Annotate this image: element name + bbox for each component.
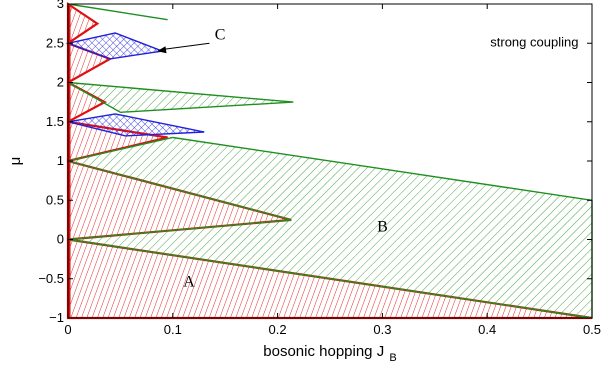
- arrow-head: [157, 46, 167, 54]
- arrow-line: [165, 42, 210, 50]
- y-axis-title: μ: [7, 157, 24, 166]
- region-c-polygon-0: [67, 113, 205, 137]
- x-tick-label: 0.5: [583, 322, 601, 337]
- axes-layer: 0 0.1 0.2 0.3 0.4 0.5 −1 −0.5 0 0.5 1 1.5 2 2.5 3: [38, 0, 601, 337]
- y-tick-label: 1.5: [46, 114, 64, 129]
- region-a-label: A: [183, 274, 195, 291]
- x-tick-label: 0.2: [269, 322, 287, 337]
- x-tick-label: 0.4: [478, 322, 496, 337]
- region-b-polygon-1: [67, 81, 294, 114]
- x-tick-label: 0.3: [373, 322, 391, 337]
- labels-layer: A B C: [157, 26, 388, 291]
- y-tick-label: 0.5: [46, 192, 64, 207]
- y-tick-label: −1: [49, 310, 64, 325]
- y-tick-label: 2: [57, 75, 64, 90]
- region-b-label: B: [377, 219, 388, 236]
- region-c-label: C: [215, 26, 226, 43]
- x-tick-label: 0.1: [164, 322, 182, 337]
- y-tick-label: 1: [57, 153, 64, 168]
- regions-layer: [65, 1, 593, 320]
- y-tick-label: 3: [57, 0, 64, 11]
- y-tick-label: 0: [57, 232, 64, 247]
- strong-coupling-annotation: strong coupling: [490, 34, 578, 49]
- x-axis-title: bosonic hopping J B: [263, 343, 396, 364]
- region-b-polygon-2: [67, 3, 168, 21]
- y-tick-label: −0.5: [38, 271, 64, 286]
- x-tick-label: 0: [64, 322, 71, 337]
- region-c: [65, 32, 205, 137]
- y-tick-label: 2.5: [46, 35, 64, 50]
